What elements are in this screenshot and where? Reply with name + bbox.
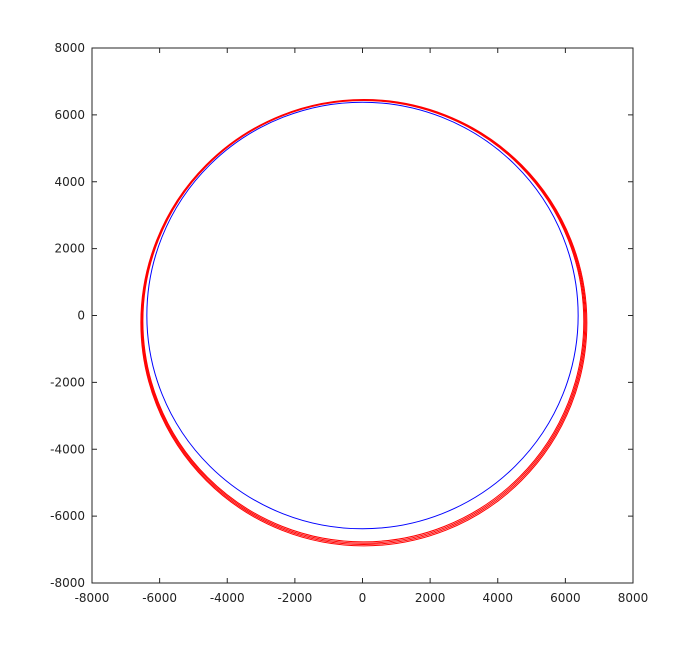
x-tick-label: 0 bbox=[359, 591, 367, 605]
y-tick-label: 6000 bbox=[54, 108, 85, 122]
y-tick-label: -8000 bbox=[50, 576, 85, 590]
series-line-5 bbox=[140, 98, 588, 547]
y-tick-label: 8000 bbox=[54, 41, 85, 55]
series-line-1 bbox=[146, 101, 579, 530]
y-tick-label: -4000 bbox=[50, 442, 85, 456]
tick-layer: -8000 -6000 -4000 -2000 0 2000 4000 6000 8000 -80… bbox=[50, 41, 648, 605]
y-tick-label: -2000 bbox=[50, 375, 85, 389]
x-tick-label: 6000 bbox=[550, 591, 581, 605]
x-tick-label: -6000 bbox=[142, 591, 177, 605]
series-layer bbox=[140, 98, 588, 547]
x-tick-label: 8000 bbox=[618, 591, 649, 605]
x-tick-label: -8000 bbox=[75, 591, 110, 605]
y-tick-label: -6000 bbox=[50, 509, 85, 523]
y-tick-label: 0 bbox=[77, 309, 85, 323]
x-tick-label: 2000 bbox=[415, 591, 446, 605]
x-tick-label: -2000 bbox=[277, 591, 312, 605]
x-tick-label: -4000 bbox=[210, 591, 245, 605]
y-tick-label: 4000 bbox=[54, 175, 85, 189]
x-tick-label: 4000 bbox=[482, 591, 513, 605]
y-tick-label: 2000 bbox=[54, 242, 85, 256]
